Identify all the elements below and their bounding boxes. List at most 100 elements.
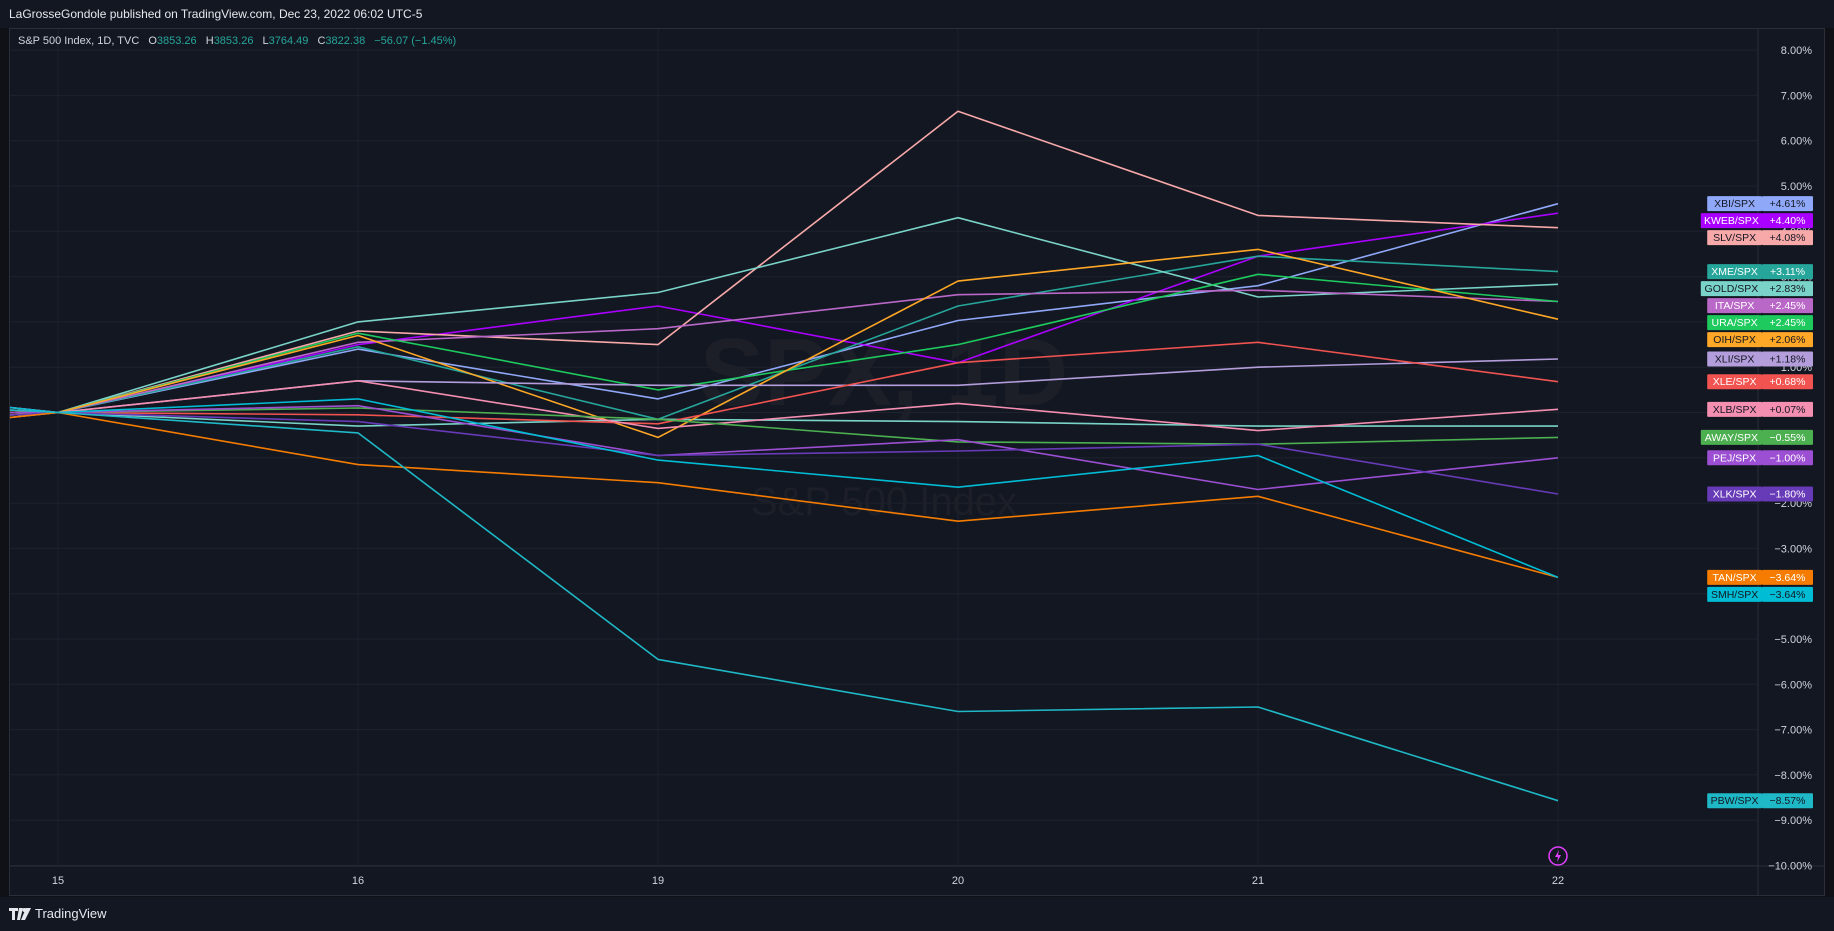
close-value: 3822.38 — [325, 35, 366, 47]
series-value-label: +2.45% — [1770, 300, 1806, 312]
series-value-tag[interactable] — [1762, 230, 1813, 246]
series-name-tag[interactable] — [1707, 569, 1762, 585]
series-name-tag[interactable] — [1707, 196, 1762, 212]
series-name-tag[interactable] — [1700, 429, 1762, 445]
series-name-tag[interactable] — [1707, 486, 1762, 502]
series-name-label: XLB/SPX — [1713, 404, 1757, 416]
footer-bar — [0, 897, 1834, 931]
x-tick-label: 16 — [352, 875, 364, 887]
series-line-extra[interactable] — [57, 411, 1558, 427]
series-line-pej-spx[interactable] — [57, 404, 1559, 491]
tradingview-brand[interactable]: TradingView — [9, 906, 107, 921]
x-tick-label: 21 — [1252, 875, 1264, 887]
series-line-xme-spx[interactable] — [57, 255, 1559, 421]
series-line-xle-spx[interactable] — [57, 341, 1559, 425]
series-name-tag[interactable] — [1707, 586, 1762, 602]
series-line-oih-spx[interactable] — [57, 248, 1559, 439]
series-value-tag[interactable] — [1762, 264, 1813, 280]
series-name-label: URA/SPX — [1712, 317, 1758, 329]
series-name-label: PBW/SPX — [1711, 795, 1759, 807]
series-value-label: +1.18% — [1770, 354, 1806, 366]
series-value-label: +2.83% — [1770, 283, 1806, 295]
series-line-tan-spx[interactable] — [57, 411, 1559, 579]
series-name-tag[interactable] — [1707, 264, 1762, 280]
series-line-xlk-spx[interactable] — [57, 411, 1559, 495]
lightning-bolt-icon — [1555, 850, 1561, 862]
series-value-tag[interactable] — [1762, 450, 1813, 466]
series-value-label: −3.64% — [1770, 572, 1806, 584]
change-value: −56.07 (−1.45%) — [374, 35, 457, 47]
y-tick-label: −6.00% — [1774, 679, 1812, 691]
series-name-tag[interactable] — [1707, 351, 1762, 367]
series-name-tag[interactable] — [1707, 230, 1762, 246]
y-tick-label: −7.00% — [1774, 725, 1812, 737]
series-value-tag[interactable] — [1762, 401, 1813, 417]
series-value-label: +4.40% — [1770, 215, 1806, 227]
series-name-tag[interactable] — [1707, 401, 1762, 417]
series-name-tag[interactable] — [1707, 298, 1762, 314]
series-name-label: ITA/SPX — [1715, 300, 1754, 312]
series-name-tag[interactable] — [1707, 793, 1762, 809]
series-name-label: XBI/SPX — [1714, 198, 1755, 210]
series-value-label: −0.55% — [1770, 432, 1806, 444]
series-line-pbw-spx[interactable] — [57, 411, 1559, 802]
series-name-tag[interactable] — [1707, 315, 1762, 331]
series-name-label: XLI/SPX — [1715, 354, 1755, 366]
series-name-tag[interactable] — [1707, 450, 1762, 466]
series-value-label: +0.68% — [1770, 376, 1806, 388]
series-value-tag[interactable] — [1762, 793, 1813, 809]
y-tick-label: 6.00% — [1781, 136, 1812, 148]
series-name-tag[interactable] — [1700, 213, 1762, 229]
series-value-tag[interactable] — [1762, 196, 1813, 212]
series-value-tag[interactable] — [1762, 374, 1813, 390]
series-value-tag[interactable] — [1762, 586, 1813, 602]
series-value-tag[interactable] — [1762, 315, 1813, 331]
series-line-away-spx[interactable] — [57, 407, 1559, 446]
watermark-name: S&P 500 Index — [751, 480, 1017, 524]
high-value: 3853.26 — [213, 35, 254, 47]
x-tick-label: 19 — [652, 875, 664, 887]
series-name-label: XLK/SPX — [1713, 489, 1757, 501]
x-tick-label: 20 — [952, 875, 964, 887]
series-value-tag[interactable] — [1762, 351, 1813, 367]
series-value-tag[interactable] — [1762, 213, 1813, 229]
y-tick-label: −10.00% — [1768, 861, 1812, 873]
series-line-stub — [9, 409, 59, 414]
series-value-tag[interactable] — [1762, 281, 1813, 297]
series-name-label: SLV/SPX — [1713, 232, 1756, 244]
series-line-xlb-spx[interactable] — [57, 379, 1559, 432]
series-line-slv-spx[interactable] — [57, 110, 1559, 414]
series-name-tag[interactable] — [1707, 332, 1762, 348]
series-value-tag[interactable] — [1762, 486, 1813, 502]
series-line-smh-spx[interactable] — [57, 398, 1559, 579]
series-name-label: SMH/SPX — [1711, 589, 1758, 601]
lightning-icon[interactable] — [1548, 846, 1568, 866]
series-value-label: +2.06% — [1770, 334, 1806, 346]
series-value-label: −8.57% — [1770, 795, 1806, 807]
series-value-tag[interactable] — [1762, 429, 1813, 445]
series-value-label: +3.11% — [1770, 266, 1805, 278]
series-line-gold-spx[interactable] — [57, 216, 1559, 414]
series-line-ita-spx[interactable] — [57, 289, 1559, 414]
series-value-tag[interactable] — [1762, 332, 1813, 348]
y-tick-label: −3.00% — [1774, 543, 1812, 555]
publisher-bar: LaGrosseGondole published on TradingView… — [0, 0, 1834, 28]
series-name-tag[interactable] — [1700, 281, 1762, 297]
high-label: H — [205, 35, 214, 47]
x-tick-label: 15 — [52, 875, 64, 887]
series-line-kweb-spx[interactable] — [57, 212, 1559, 414]
series-name-label: PEJ/SPX — [1713, 452, 1756, 464]
low-value: 3764.49 — [268, 35, 309, 47]
series-name-label: XME/SPX — [1711, 266, 1758, 278]
series-name-label: KWEB/SPX — [1704, 215, 1759, 227]
series-name-label: GOLD/SPX — [1705, 283, 1759, 295]
series-name-tag[interactable] — [1707, 374, 1762, 390]
series-name-label: AWAY/SPX — [1705, 432, 1758, 444]
series-value-tag[interactable] — [1762, 298, 1813, 314]
series-value-tag[interactable] — [1762, 569, 1813, 585]
series-line-ura-spx[interactable] — [57, 273, 1559, 414]
close-label: C — [317, 35, 326, 47]
y-tick-label: −5.00% — [1774, 634, 1812, 646]
x-tick-label: 22 — [1552, 875, 1564, 887]
